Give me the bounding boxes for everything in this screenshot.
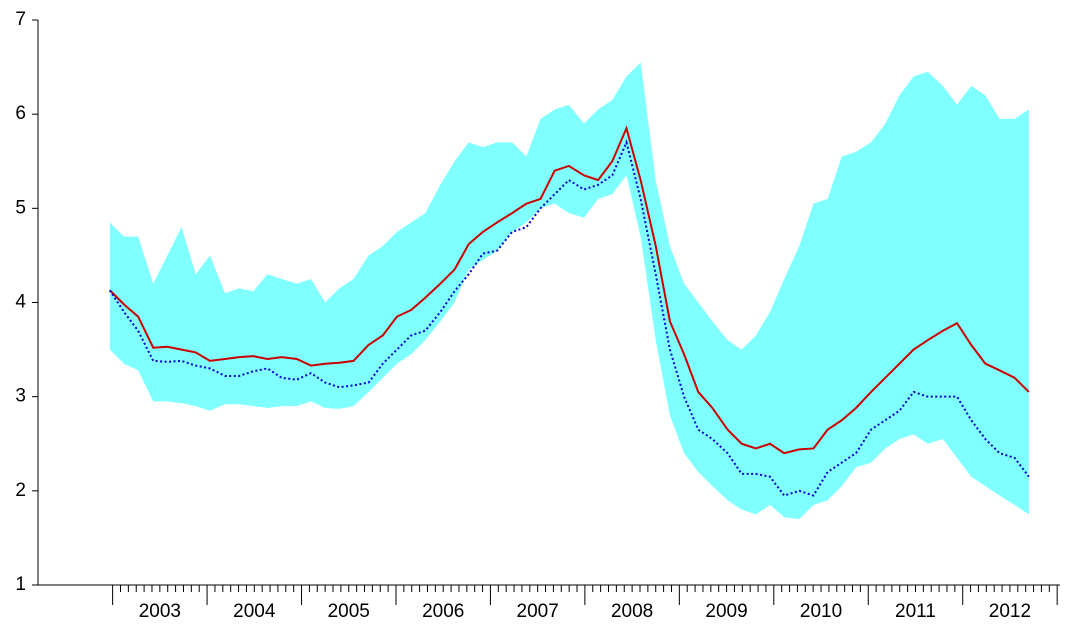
x-tick-label: 2007 xyxy=(517,601,559,622)
x-tick-label: 2003 xyxy=(139,601,181,622)
confidence-band xyxy=(109,62,1029,520)
line xyxy=(109,125,1030,455)
y-tick-label: 1 xyxy=(15,574,26,595)
x-tick-label: 2009 xyxy=(705,601,747,622)
x-tick-label: 2011 xyxy=(895,601,936,622)
y-tick-label: 5 xyxy=(15,197,26,218)
x-tick-label: 2006 xyxy=(422,601,464,622)
y-tick-label: 2 xyxy=(15,480,26,501)
y-tick-label: 7 xyxy=(15,9,26,30)
x-tick-label: 2008 xyxy=(611,601,653,622)
x-tick-label: 2010 xyxy=(800,601,842,622)
y-tick-label: 4 xyxy=(15,292,26,313)
x-tick-label: 2004 xyxy=(233,601,276,622)
x-tick-label: 2005 xyxy=(328,601,370,622)
x-tick-label: 2012 xyxy=(989,601,1031,622)
y-tick-label: 6 xyxy=(15,103,26,124)
y-tick-label: 3 xyxy=(15,386,26,407)
